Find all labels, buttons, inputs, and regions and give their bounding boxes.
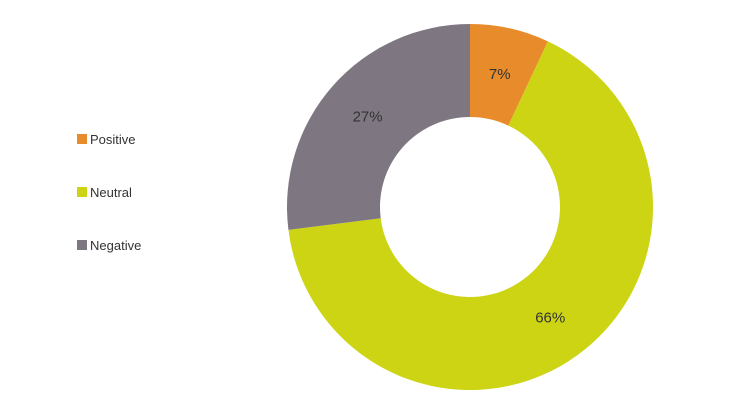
legend-item-negative: Negative	[77, 237, 141, 253]
data-label-positive: 7%	[489, 66, 511, 83]
slice-positive	[470, 24, 548, 126]
slice-negative	[287, 24, 470, 230]
legend-swatch-positive	[77, 134, 87, 144]
legend-item-neutral: Neutral	[77, 184, 141, 200]
data-label-negative: 27%	[353, 109, 383, 126]
legend: Positive Neutral Negative	[77, 131, 141, 290]
legend-label-neutral: Neutral	[90, 184, 132, 200]
legend-swatch-neutral	[77, 187, 87, 197]
legend-label-negative: Negative	[90, 237, 142, 253]
legend-label-positive: Positive	[90, 131, 136, 147]
data-label-neutral: 66%	[535, 309, 565, 326]
slice-neutral	[288, 41, 653, 390]
legend-swatch-negative	[77, 240, 87, 250]
legend-item-positive: Positive	[77, 131, 141, 147]
